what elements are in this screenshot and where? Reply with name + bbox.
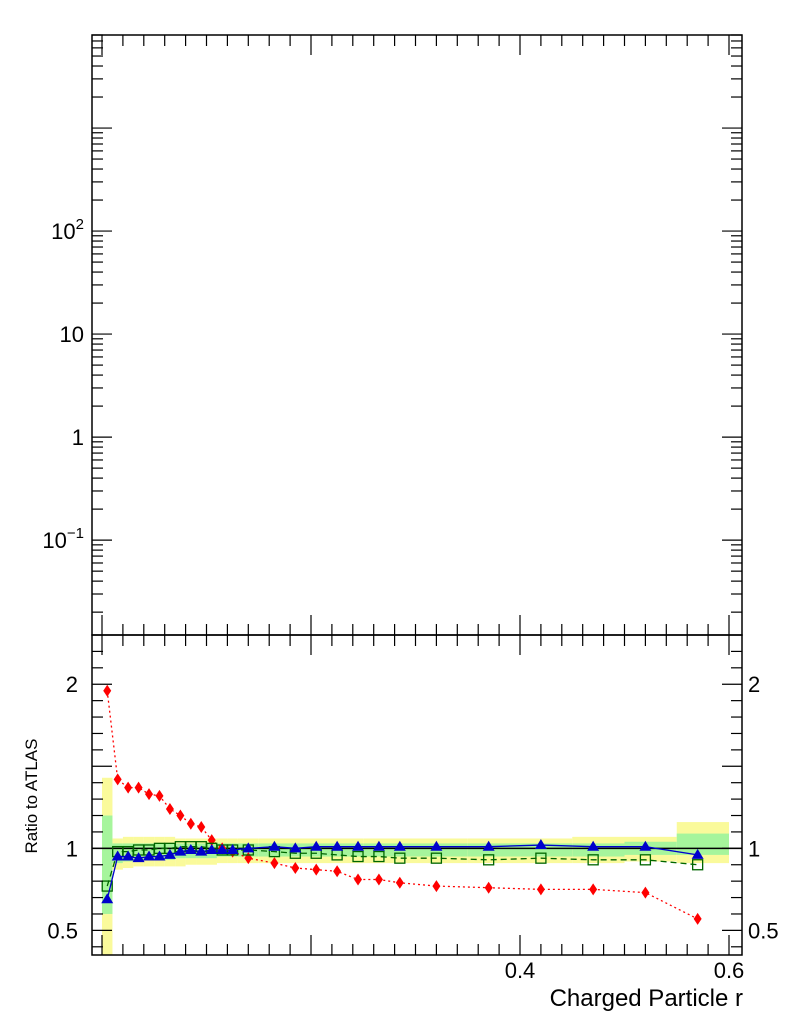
data-point-triangle — [534, 839, 547, 850]
data-point-open-square — [692, 859, 704, 871]
ratio-y-tick-label-right: 1 — [748, 836, 760, 861]
ratio-panel-frame — [91, 634, 743, 956]
data-point-triangle — [122, 850, 135, 861]
data-point-open-square — [394, 852, 406, 864]
data-point-open-square — [639, 854, 652, 866]
data-point-triangle — [163, 848, 176, 859]
data-point-diamond — [589, 883, 598, 896]
data-point-diamond — [134, 781, 143, 794]
data-point-diamond — [333, 865, 342, 878]
upper-y-tick-label: 1 — [72, 425, 84, 450]
data-point-diamond — [186, 817, 195, 830]
data-point-triangle — [174, 845, 187, 856]
data-point-triangle — [331, 840, 344, 851]
upper-y-tick-label: 10 — [60, 322, 84, 347]
data-series — [101, 684, 704, 925]
ratio-y-tick-label-left: 1 — [66, 836, 78, 861]
data-point-diamond — [354, 873, 363, 886]
data-point-open-square — [101, 880, 113, 892]
data-point-triangle — [268, 840, 281, 851]
data-point-diamond — [536, 883, 545, 896]
inner-uncertainty-band-bin — [520, 843, 573, 857]
data-point-diamond — [693, 912, 702, 925]
data-point-triangle — [184, 843, 197, 854]
data-point-triangle — [226, 843, 239, 854]
data-point-triangle — [242, 842, 255, 853]
data-point-triangle — [289, 842, 302, 853]
plot-frames — [91, 34, 743, 956]
data-point-diamond — [395, 876, 404, 889]
ratio-y-tick-label-left: 0.5 — [47, 918, 78, 943]
data-point-triangle — [430, 840, 443, 851]
inner-uncertainty-band-bin — [258, 843, 311, 857]
data-point-diamond — [155, 789, 164, 802]
tick-labels: 102 10 1 10−1 2 2 1 1 0.5 0.5 0.4 0.6 — [42, 216, 778, 983]
data-point-triangle — [205, 843, 218, 854]
data-point-diamond — [484, 881, 493, 894]
ratio-y-axis-title: Ratio to ATLAS — [22, 739, 41, 854]
data-point-triangle — [639, 840, 652, 851]
data-point-triangle — [372, 840, 385, 851]
data-point-triangle — [132, 852, 145, 863]
series-line-open-square — [106, 846, 698, 887]
data-point-open-square — [482, 854, 495, 866]
x-tick-label: 0.6 — [714, 958, 745, 983]
data-point-diamond — [641, 886, 650, 899]
axis-ticks — [92, 34, 742, 955]
data-point-diamond — [291, 862, 300, 875]
data-point-diamond — [176, 809, 185, 822]
ratio-y-tick-label-right: 2 — [748, 672, 760, 697]
data-point-triangle — [691, 848, 704, 859]
upper-y-tick-label: 10−1 — [42, 525, 84, 553]
inner-uncertainty-band-bin — [133, 843, 144, 860]
inner-uncertainty-band-bin — [676, 833, 729, 855]
data-point-diamond — [197, 821, 206, 833]
data-point-diamond — [145, 788, 154, 801]
data-point-diamond — [113, 773, 122, 786]
data-point-triangle — [216, 843, 229, 854]
data-point-diamond — [312, 863, 321, 876]
x-axis-title: Charged Particle r — [550, 985, 743, 1012]
data-point-diamond — [124, 781, 133, 794]
uncertainty-bands — [92, 777, 742, 955]
inner-uncertainty-band-bin — [363, 843, 416, 857]
data-point-diamond — [374, 873, 383, 886]
data-point-triangle — [482, 840, 495, 851]
data-point-open-square — [430, 852, 443, 864]
data-point-diamond — [270, 857, 279, 870]
ratio-y-tick-label-right: 0.5 — [748, 918, 779, 943]
data-point-open-square — [352, 850, 364, 863]
data-point-triangle — [195, 845, 208, 856]
ratio-y-tick-label-left: 2 — [66, 672, 78, 697]
data-point-triangle — [310, 840, 323, 851]
data-point-triangle — [101, 893, 114, 904]
data-point-triangle — [587, 840, 600, 851]
data-point-open-square — [587, 854, 599, 866]
inner-uncertainty-band-bin — [102, 815, 113, 914]
data-point-triangle — [143, 850, 156, 861]
data-point-triangle — [393, 840, 406, 851]
data-point-diamond — [432, 880, 441, 893]
data-point-triangle — [352, 840, 365, 851]
upper-y-tick-label: 102 — [51, 216, 84, 244]
data-point-open-square — [373, 850, 385, 863]
upper-panel-frame — [91, 34, 743, 636]
data-point-diamond — [103, 684, 112, 697]
data-point-triangle — [153, 850, 166, 861]
data-point-triangle — [111, 850, 124, 861]
data-point-diamond — [165, 802, 174, 815]
data-point-open-square — [535, 852, 547, 864]
x-tick-label: 0.4 — [505, 958, 536, 983]
